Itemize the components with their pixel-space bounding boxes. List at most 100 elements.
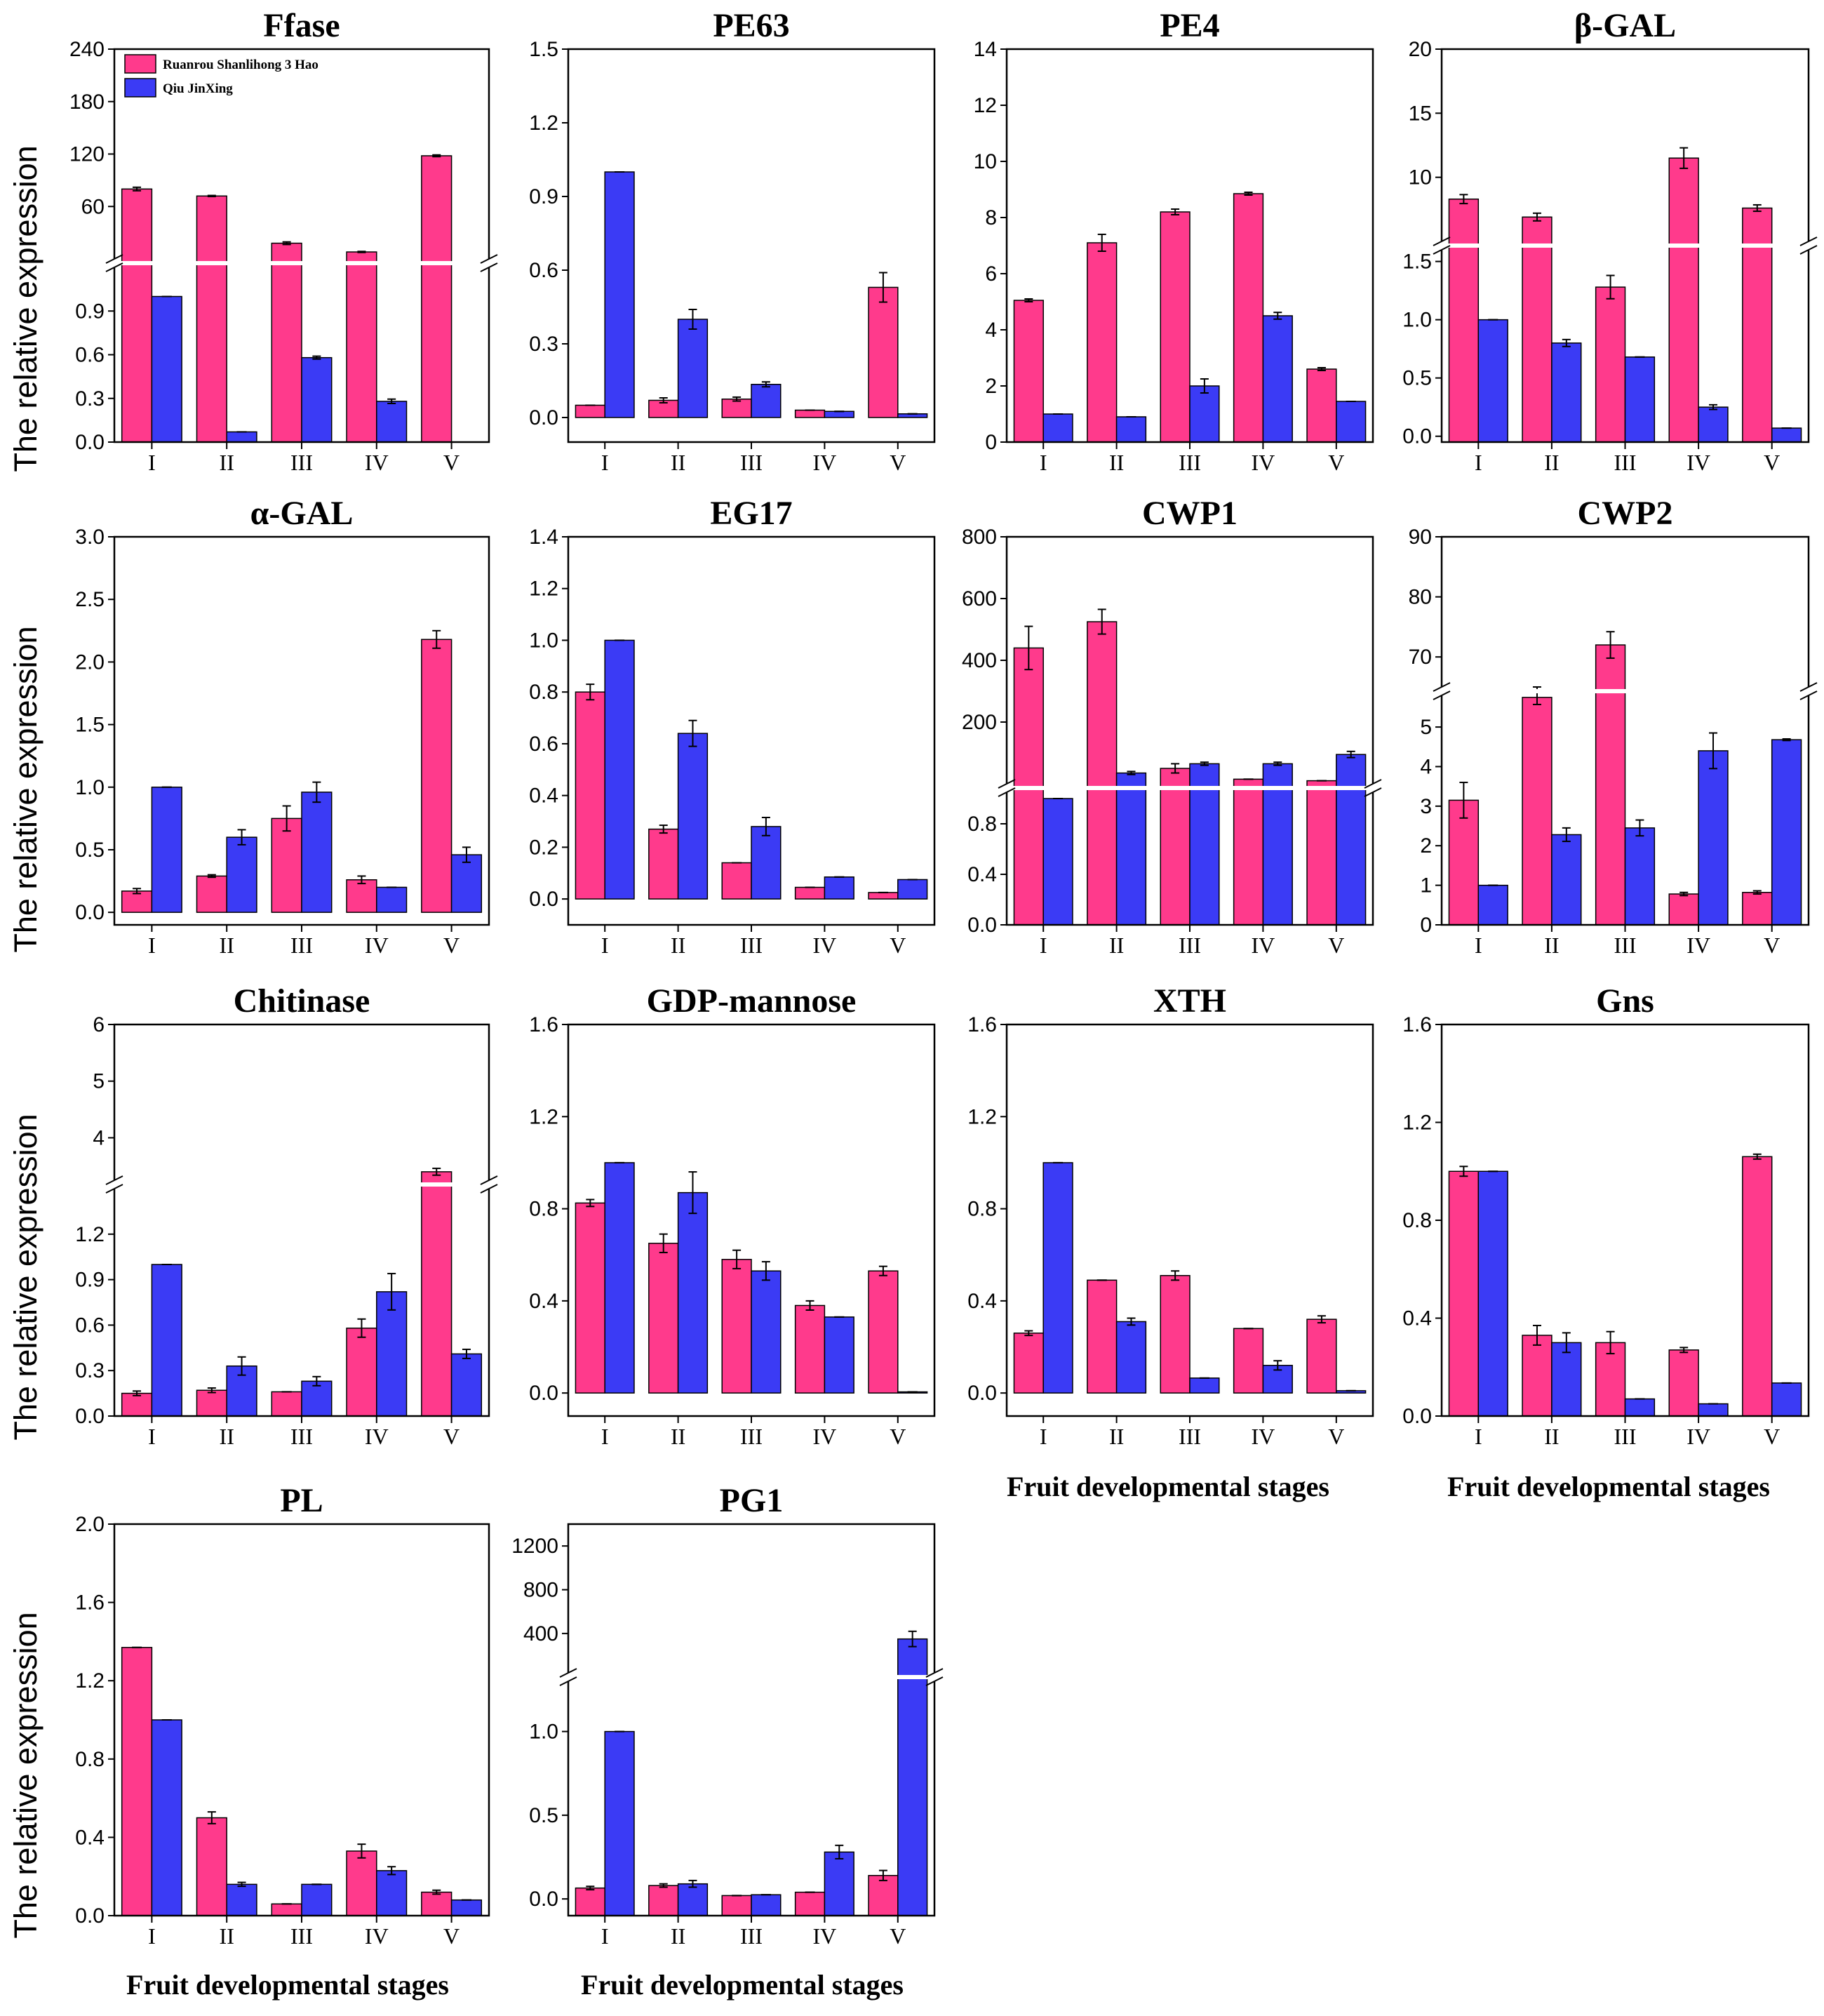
gal-beta-xtick-label-iv: IV [1686,450,1710,475]
pe4-bar-ruanrou-v [1306,368,1337,443]
cwp1-axis-break-mark-bottom-left [998,787,1016,797]
gdp-mannose-xtick-label-ii: II [671,1424,685,1449]
gns-bar-ruanrou-i [1448,1170,1480,1417]
gdp-mannose-bar-ruanrou-i [575,1202,605,1394]
xth-ytick-label-1-2: 1.2 [967,1105,997,1128]
pl-ytick-label-0-4: 0.4 [75,1826,105,1849]
pg1-chart-title: PG1 [720,1482,784,1519]
gal-beta-ytick-label-0-5: 0.5 [1402,367,1432,390]
gal-alpha-xtick-label-ii: II [220,933,234,958]
cwp1-xtick-label-iv: IV [1252,933,1275,958]
ffase-axis-break-mark-top-right [480,254,498,264]
gal-beta-bar-qiu-v [1771,427,1802,443]
gdp-mannose-bar-qiu-ii [677,1191,709,1394]
cwp2-bar-qiu-i [1477,884,1508,926]
xth-ytick-label-1-6: 1.6 [967,1013,997,1036]
gal-alpha-ytick-label-2-0: 2.0 [75,650,105,674]
pg1-ytick-label-1-0: 1.0 [529,1721,558,1744]
chitinase-bar-ruanrou-v [421,1171,452,1417]
xth-bar-ruanrou-i [1013,1333,1044,1394]
pl-bar-qiu-ii [226,1883,257,1916]
xlabel-pl: Fruit developmental stages [126,1969,449,2001]
pe4-bar-qiu-i [1042,413,1073,443]
pg1-ytick-label-400: 400 [523,1622,558,1645]
gal-beta-ytick-label-10: 10 [1409,166,1432,189]
gdp-mannose-bar-qiu-iii [751,1270,782,1394]
gal-beta-bar-qiu-ii [1551,342,1582,443]
cwp1-xtick-label-iii: III [1179,933,1201,958]
xth-bar-ruanrou-ii [1087,1279,1118,1394]
ffase-ytick-label-60: 60 [81,195,105,218]
gdp-mannose-xtick-label-v: V [890,1424,906,1449]
chitinase-bar-ruanrou-i [121,1392,153,1417]
pe4-ytick-label-2: 2 [985,375,997,398]
ffase-bar-qiu-ii [226,431,257,443]
xth-ytick-label-0-0: 0.0 [967,1382,997,1405]
pe63-chart-title: PE63 [713,7,789,44]
cwp2-bar-ruanrou-i [1448,799,1480,926]
pl-bar-ruanrou-iv [346,1850,377,1916]
pg1-bar-ruanrou-ii [648,1885,679,1916]
pg1-axis-break-mark-top-right [925,1668,944,1678]
ylabel-row-3: The relative expression [8,1114,43,1440]
pg1-axis-break-mark-bottom-left [559,1676,577,1686]
gal-alpha-xtick-label-i: I [148,933,156,958]
xth-bar-qiu-ii [1115,1321,1147,1394]
xth-bar-ruanrou-v [1306,1319,1337,1394]
xth-xtick-label-ii: II [1109,1424,1124,1449]
cwp1-ytick-label-600: 600 [962,587,997,610]
ffase-bar-ruanrou-iii [271,242,302,443]
gns-bar-ruanrou-iv [1668,1349,1699,1417]
gal-alpha-ytick-label-0-0: 0.0 [75,901,105,924]
gal-alpha-xtick-label-iv: IV [365,933,389,958]
eg17-ytick-label-0-4: 0.4 [529,785,558,808]
cwp2-xtick-label-v: V [1764,933,1780,958]
gal-beta-axis-break-gap-right [1804,241,1813,250]
gal-beta-bar-ruanrou-iii [1595,286,1626,443]
cwp2-ytick-label-3: 3 [1420,795,1432,818]
gdp-mannose-bar-ruanrou-iii [721,1259,752,1394]
cwp2-axis-break-gap-left [1437,687,1446,695]
pg1-xtick-label-ii: II [671,1923,685,1949]
cwp1-xtick-label-v: V [1328,933,1344,958]
gdp-mannose-bar-qiu-i [604,1162,635,1394]
pl-ytick-label-0-0: 0.0 [75,1904,105,1928]
cwp1-axis-break-mark-top-left [998,779,1016,789]
gal-alpha-chart-title: α-GAL [250,495,354,532]
gdp-mannose-plot-frame [567,1023,936,1417]
legend: Ruanrou Shanlihong 3 Hao Qiu JinXing [124,54,318,98]
pg1-ytick-label-0-0: 0.0 [529,1888,558,1911]
gal-alpha-bar-ruanrou-ii [196,875,227,913]
cwp1-ytick-label-0-8: 0.8 [967,813,997,836]
xlabel-gns: Fruit developmental stages [1447,1471,1770,1502]
ffase-bar-ruanrou-i [121,188,153,443]
ffase-axis-break-gap-left [110,259,119,267]
ylabel-row-1: The relative expression [8,145,43,472]
cwp1-bar-qiu-iii [1189,763,1220,926]
gal-beta-xtick-label-i: I [1475,450,1482,475]
gdp-mannose-ytick-label-0-0: 0.0 [529,1382,558,1405]
pg1-plot-frame [567,1523,936,1917]
pl-ytick-label-1-6: 1.6 [75,1591,105,1615]
xth-bar-qiu-i [1042,1162,1073,1394]
pe63-ytick-label-0-0: 0.0 [529,406,558,429]
ffase-ytick-label-0-9: 0.9 [75,300,105,323]
cwp1-bar-ruanrou-iv [1233,778,1264,926]
gal-alpha-bar-qiu-v [450,854,483,913]
eg17-bar-ruanrou-i [575,691,605,900]
chitinase-axis-break-mark-bottom-right [480,1184,498,1194]
cwp1-ytick-label-400: 400 [962,649,997,672]
cwp1-axis-break-gap-left [1002,784,1011,792]
pl-bar-ruanrou-iii [271,1903,302,1916]
gal-alpha-xtick-label-v: V [443,933,460,958]
gal-beta-ytick-label-1-5: 1.5 [1402,251,1432,274]
xth-xtick-label-iii: III [1179,1424,1201,1449]
gal-beta-ytick-label-15: 15 [1409,102,1432,125]
pe4-ytick-label-4: 4 [985,319,997,342]
ffase-bar-ruanrou-iv [346,251,377,443]
xth-ytick-label-0-4: 0.4 [967,1290,997,1313]
gdp-mannose-xtick-label-iv: IV [813,1424,837,1449]
gdp-mannose-xtick-label-iii: III [740,1424,763,1449]
chitinase-bar-ruanrou-ii [196,1389,227,1417]
cwp2-xtick-label-iv: IV [1686,933,1710,958]
